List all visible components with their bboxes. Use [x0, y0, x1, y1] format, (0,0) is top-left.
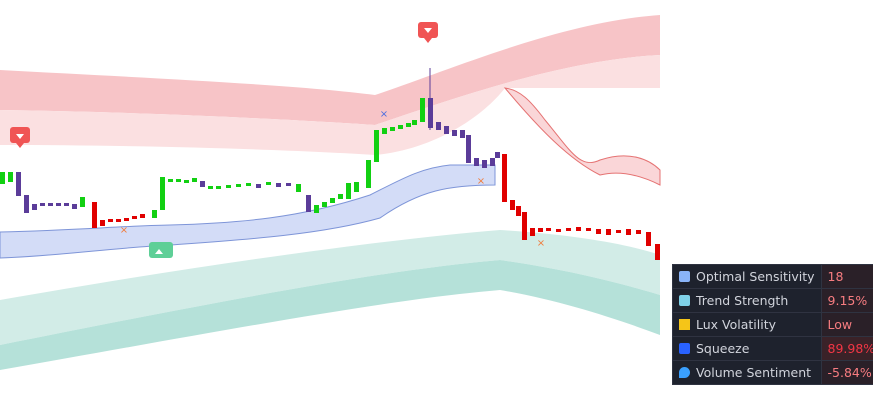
- svg-text:×: ×: [120, 225, 128, 236]
- row-label: Lux Volatility: [696, 317, 777, 332]
- row-label: Optimal Sensitivity: [696, 269, 815, 284]
- lower-band-outer: [0, 260, 660, 370]
- row-label: Squeeze: [696, 341, 750, 356]
- table-row: Optimal Sensitivity 18: [672, 264, 873, 289]
- row-label: Volume Sentiment: [696, 365, 812, 380]
- row-value: 9.15%: [820, 288, 873, 313]
- row-icon: [679, 343, 690, 354]
- row-label-cell: Trend Strength: [672, 288, 822, 313]
- row-value: -5.84%: [820, 360, 873, 385]
- lower-band-inner: [0, 230, 660, 345]
- table-row: Volume Sentiment -5.84%: [672, 360, 873, 385]
- row-value: 18: [820, 264, 873, 289]
- row-icon: [679, 295, 690, 306]
- upper-band-break: [503, 87, 661, 186]
- row-icon: [679, 367, 690, 378]
- row-icon: [679, 271, 690, 282]
- svg-text:×: ×: [537, 238, 545, 249]
- row-value: Low: [820, 312, 873, 337]
- table-row: Trend Strength 9.15%: [672, 288, 873, 313]
- svg-text:×: ×: [380, 109, 388, 120]
- row-value: 89.98%: [820, 336, 873, 361]
- upper-band-outer: [0, 15, 660, 125]
- svg-text:×: ×: [477, 176, 485, 187]
- candles: [0, 68, 660, 260]
- dashboard-table: Optimal Sensitivity 18 Trend Strength 9.15%…: [672, 264, 873, 385]
- table-row: Squeeze 89.98%: [672, 336, 873, 361]
- row-icon: [679, 319, 690, 330]
- signal-markers: × × × ×: [10, 22, 545, 258]
- row-label-cell: Lux Volatility: [672, 312, 822, 337]
- upper-band-inner: [0, 55, 660, 155]
- row-label: Trend Strength: [696, 293, 789, 308]
- row-label-cell: Volume Sentiment: [672, 360, 822, 385]
- row-label-cell: Squeeze: [672, 336, 822, 361]
- row-label-cell: Optimal Sensitivity: [672, 264, 822, 289]
- table-row: Lux Volatility Low: [672, 312, 873, 337]
